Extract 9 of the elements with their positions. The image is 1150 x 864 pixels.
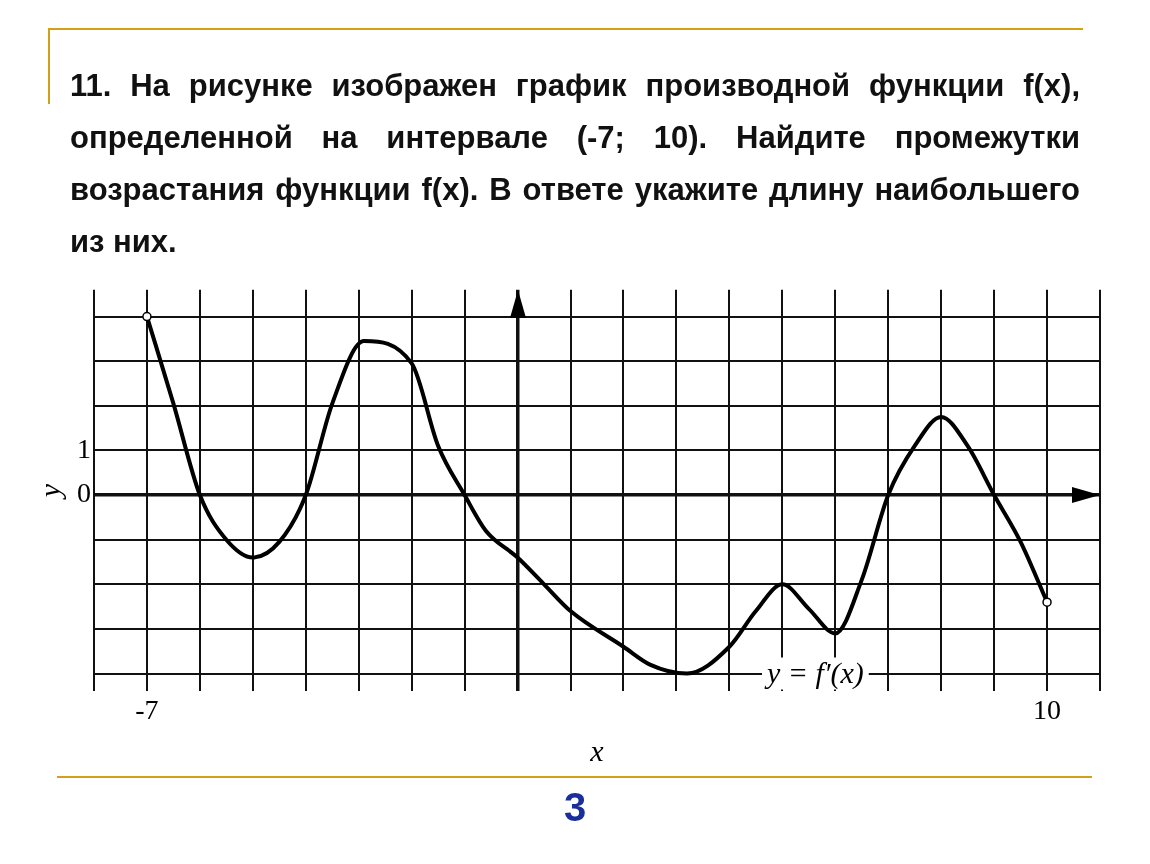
y-axis-title: y [32, 483, 66, 501]
x-axis-title: x [589, 733, 605, 767]
chart-title: 11. На рисунке изображен график производной функции f(x), определенной на интервале (-7; 10). Найдите промежутки возрастания функции f(x). В ответе укажите длину наибольшего из них. [70, 67, 1080, 261]
x-tick-label: 10 [1033, 693, 1062, 725]
y-tick-label: 1 [77, 432, 91, 464]
x-tick-label: -7 [135, 693, 159, 725]
text: 3 [562, 785, 588, 830]
series-label: y = f′(x) [764, 656, 864, 691]
y-tick-label: 0 [77, 477, 91, 509]
